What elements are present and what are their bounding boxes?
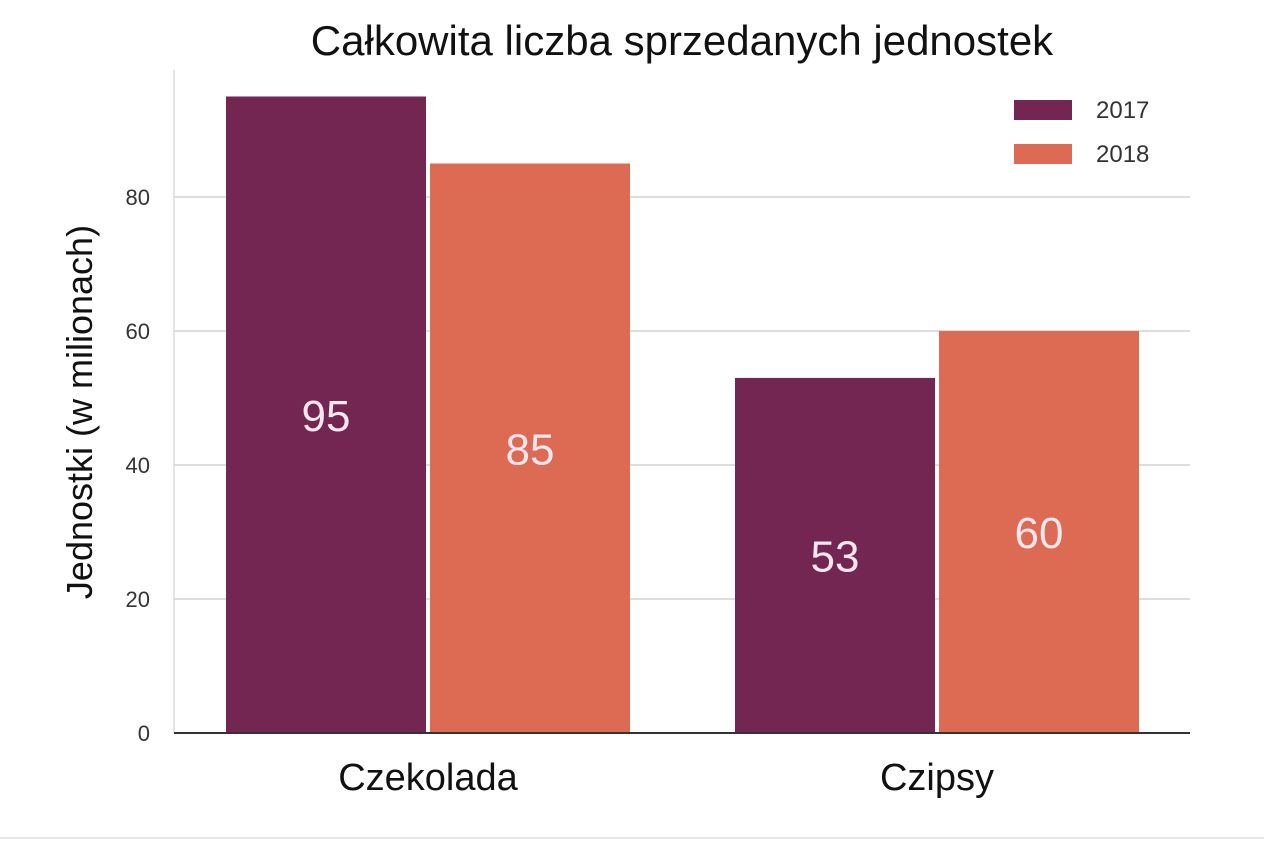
bar-czekolada-2017	[226, 96, 426, 733]
x-categories: Czekolada Czipsy	[338, 757, 994, 799]
legend: 2017 2018	[1014, 97, 1149, 168]
bars	[226, 96, 1139, 733]
y-tick-label: 0	[138, 721, 150, 746]
legend-swatch-2018	[1014, 144, 1072, 164]
data-label: 85	[506, 425, 555, 474]
legend-swatch-2017	[1014, 100, 1072, 120]
data-labels: 95 85 53 60	[302, 392, 1064, 582]
y-ticks: 0 20 40 60 80	[126, 185, 150, 746]
data-label: 53	[811, 532, 860, 581]
bar-czipsy-2017	[735, 377, 935, 733]
data-label: 95	[302, 392, 351, 441]
y-tick-label: 20	[126, 587, 150, 612]
data-label: 60	[1015, 509, 1064, 558]
legend-label: 2018	[1096, 141, 1149, 168]
chart-title: Całkowita liczba sprzedanych jednostek	[311, 17, 1054, 64]
bar-czekolada-2018	[430, 163, 630, 733]
x-category-label: Czipsy	[880, 757, 994, 799]
y-tick-label: 80	[126, 185, 150, 210]
y-tick-label: 60	[126, 319, 150, 344]
bar-czipsy-2018	[939, 331, 1139, 733]
y-axis-label: Jednostki (w milionach)	[59, 225, 100, 599]
y-tick-label: 40	[126, 453, 150, 478]
legend-label: 2017	[1096, 97, 1149, 124]
x-category-label: Czekolada	[338, 757, 518, 799]
